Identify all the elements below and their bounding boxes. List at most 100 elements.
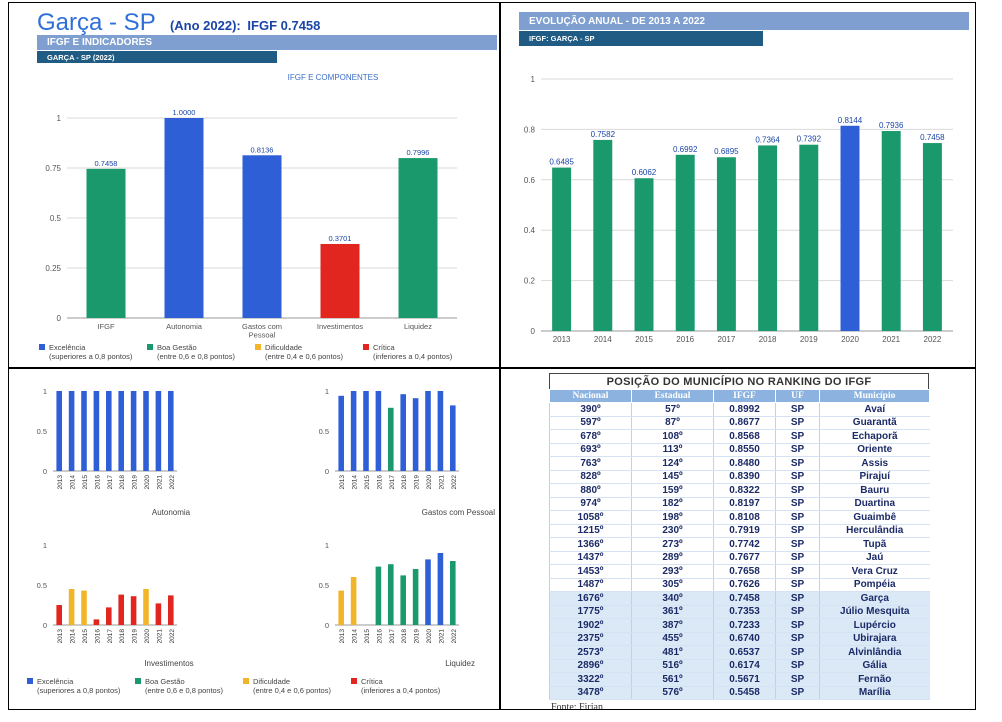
x-tick-label: Autonomia: [166, 322, 203, 331]
x-tick-label: 2018: [401, 475, 408, 490]
autonomia-chart: 0 0.5 1 2013 2014 2015 2016 2017 2018 2019 2020 202…: [37, 387, 191, 517]
table-cell: Oriente: [819, 443, 930, 457]
x-tick-label: 2022: [451, 629, 458, 644]
annual-subband: IFGF: GARÇA - SP: [519, 31, 763, 46]
x-tick-label: 2022: [169, 629, 176, 644]
bar: [437, 553, 444, 625]
bar: [400, 575, 406, 625]
x-tick-label: 2015: [635, 335, 653, 344]
table-cell: SP: [775, 578, 820, 592]
x-tick-label: 2019: [132, 475, 139, 490]
table-cell: SP: [775, 632, 820, 646]
value-label: 0.6895: [714, 147, 739, 156]
table-cell: 273º: [631, 537, 714, 552]
table-cell: 481º: [631, 645, 714, 660]
x-tick-label: 2014: [70, 475, 77, 490]
table-cell: 0.8480: [713, 456, 776, 471]
x-tick-label: 2013: [57, 475, 64, 490]
x-tick-label: 2020: [841, 335, 859, 344]
y-tick-label: 1: [325, 541, 329, 550]
ranking-table: Nacional Estadual IFGF UF Município 390º 57º 0…: [549, 389, 930, 700]
value-label: 0.7582: [591, 130, 616, 139]
value-label: 0.8144: [838, 116, 863, 125]
table-cell: 1437º: [549, 551, 632, 565]
legend-label: Boa Gestão: [157, 343, 197, 352]
x-tick-label: 2015: [82, 475, 89, 490]
bar: [338, 590, 344, 625]
legend-label: Boa Gestão: [145, 677, 185, 686]
table-cell: 340º: [631, 591, 714, 606]
table-cell: 0.8568: [713, 429, 776, 444]
value-label: 0.7458: [95, 159, 118, 168]
table-row: 693º 113º 0.8550 SP Oriente: [549, 443, 930, 457]
bar: [552, 167, 572, 331]
table-cell: 3478º: [549, 686, 632, 700]
column-header: Nacional: [549, 389, 632, 403]
legend-sublabel: (entre 0,6 e 0,8 pontos): [157, 352, 235, 361]
bar: [363, 391, 369, 471]
indicators-band: IFGF E INDICADORES: [37, 35, 497, 50]
table-cell: 0.8677: [713, 416, 776, 430]
year-label: (Ano 2022):: [169, 18, 241, 33]
legend-label: Dificuldade: [265, 343, 303, 352]
legend-label: Excelência: [37, 677, 74, 686]
legend-sublabel: (superiores a 0,8 pontos): [37, 686, 121, 695]
x-tick-label: 2015: [82, 629, 89, 644]
bar: [130, 391, 137, 471]
x-tick-label: 2019: [800, 335, 818, 344]
bar: [106, 391, 112, 471]
y-tick-label: 0.75: [45, 164, 61, 173]
table-cell: 880º: [549, 483, 632, 498]
bar: [922, 143, 942, 331]
table-cell: SP: [775, 591, 820, 606]
legend-swatch: [39, 344, 45, 350]
table-cell: 87º: [631, 416, 714, 430]
x-tick-label: 2020: [144, 629, 151, 644]
indicators-subband-title: GARÇA - SP (2022): [47, 52, 115, 62]
legend-sublabel: (entre 0,4 e 0,6 pontos): [265, 352, 343, 361]
bar: [130, 596, 137, 625]
legend-swatch: [351, 678, 357, 684]
x-tick-label: IFGF: [97, 322, 114, 331]
x-tick-label: 2018: [119, 629, 126, 644]
table-cell: 561º: [631, 672, 714, 687]
table-cell: Jaú: [819, 551, 930, 565]
bar: [398, 158, 438, 318]
table-cell: 113º: [631, 443, 714, 457]
table-cell: SP: [775, 402, 820, 417]
source-note: Fonte: Firjan: [551, 702, 603, 710]
table-cell: SP: [775, 551, 820, 565]
legend-sublabel: (entre 0,4 e 0,6 pontos): [253, 686, 331, 695]
table-cell: 0.6174: [713, 659, 776, 673]
table-cell: 0.7626: [713, 578, 776, 592]
value-label: 0.3701: [329, 234, 352, 243]
table-cell: Alvinlândia: [819, 645, 930, 660]
x-tick-label: 2022: [924, 335, 942, 344]
y-tick-label: 0: [325, 467, 329, 476]
table-cell: 0.7658: [713, 564, 776, 579]
table-row: 1487º 305º 0.7626 SP Pompéia: [549, 578, 930, 592]
x-tick-label: 2014: [70, 629, 77, 644]
components-chart: IFGF E COMPONENTES 0 0.25 0.5 0.75 1 0.7458 IFG…: [45, 73, 457, 340]
table-cell: 1058º: [549, 510, 632, 525]
table-cell: Fernão: [819, 672, 930, 687]
bar: [118, 594, 124, 625]
table-cell: 0.7353: [713, 605, 776, 619]
value-label: 0.7458: [920, 133, 945, 142]
bar: [155, 391, 162, 471]
bar: [68, 589, 75, 625]
legend-text: Dificuldade (entre 0,4 e 0,6 pontos): [253, 677, 331, 695]
annual-band: EVOLUÇÃO ANUAL - DE 2013 A 2022: [519, 12, 969, 30]
legend-text: Excelência (superiores a 0,8 pontos): [37, 677, 120, 695]
table-cell: 1902º: [549, 618, 632, 633]
table-cell: 693º: [549, 443, 632, 457]
y-tick-label: 0.5: [319, 581, 329, 590]
chart-title: IFGF E COMPONENTES: [288, 73, 379, 82]
table-cell: 0.8550: [713, 443, 776, 457]
table-row: 678º 108º 0.8568 SP Echaporã: [549, 429, 930, 444]
table-cell: SP: [775, 645, 820, 660]
table-cell: 1487º: [549, 578, 632, 592]
x-tick-label: 2014: [352, 629, 359, 644]
table-row: 597º 87º 0.8677 SP Guarantã: [549, 416, 930, 430]
table-row: 1366º 273º 0.7742 SP Tupã: [549, 537, 930, 552]
